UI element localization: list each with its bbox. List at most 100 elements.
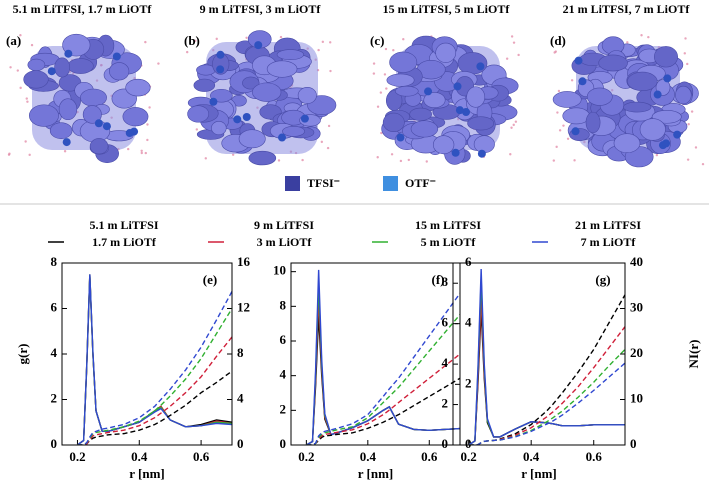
ion-blob [23,70,49,89]
atom [144,151,147,155]
x-axis-label: r [nm] [521,466,557,481]
y-tick-label: 8 [51,254,58,269]
y-tick-label: 0 [51,436,58,451]
atom [517,53,520,57]
atom [701,162,705,166]
otf-blob [62,138,71,147]
otf-blob [64,49,73,58]
atom [686,158,690,161]
atom [379,91,383,94]
otf-blob [424,87,433,96]
ion-blob [248,150,277,166]
rdf-curve [77,274,232,445]
y-tick-label: 4 [442,355,449,370]
y-tick-label: 4 [280,367,287,382]
otf-blob [571,127,580,136]
atom [425,160,428,163]
atom [320,140,324,144]
atom [407,158,411,162]
ni-curve [306,353,460,445]
y2-tick-label: 20 [630,345,643,360]
y2-tick-label: 16 [237,254,251,269]
ion-blob [266,60,298,78]
atom [376,105,380,108]
atom [321,40,325,44]
atom [555,145,558,149]
atom [127,147,130,151]
atom [148,106,151,109]
ion-blob [585,111,601,134]
atom [277,159,281,162]
y-tick-label: 4 [51,345,58,360]
atom [146,138,149,142]
ni-curve [468,326,625,445]
atom [390,153,394,156]
species-swatch [285,176,300,191]
ion-blob [622,101,652,113]
atom [640,34,643,37]
atom [24,140,27,143]
atom [690,110,694,113]
ion-blob [473,135,495,154]
y2-tick-label: 8 [237,345,244,360]
panel-title: 15 m LiTFSI, 5 m LiOTf [383,2,511,16]
ion-blob [613,133,641,154]
ion-blob [423,92,446,109]
y2-tick-label: 4 [237,390,244,405]
otf-blob [300,114,309,123]
panel-label: (d) [550,33,566,48]
y-tick-label: 0 [442,436,449,451]
rdf-curve [468,269,625,445]
y-tick-label: 6 [51,299,58,314]
legend-label: 7 m LiOTf [581,235,637,249]
ion-blob [125,78,151,97]
atom [317,48,320,52]
y2-axis-label: NI(r) [686,340,701,369]
ion-blob [394,85,419,97]
ion-blob [653,46,678,68]
x-tick-label: 0.6 [421,449,438,464]
otf-blob [278,133,287,142]
rdf-curve [306,283,460,445]
atom [687,122,690,126]
otf-blob [453,82,462,91]
otf-blob [663,74,672,83]
x-tick-label: 0.6 [586,449,603,464]
y2-tick-label: 40 [630,254,643,269]
atom [385,87,388,90]
ion-blob [187,105,210,123]
atom [301,158,304,162]
atom [144,40,147,44]
x-tick-label: 0.2 [298,449,314,464]
otf-blob [254,41,263,50]
ion-blob [49,122,73,139]
y-tick-label: 8 [280,297,287,312]
atom [684,37,687,40]
atom [376,156,379,159]
ion-blob [409,107,432,121]
atom [28,153,31,157]
atom [8,152,11,155]
otf-blob [125,129,134,138]
ion-blob [297,86,317,104]
rendering [185,30,337,166]
ion-blob [252,82,282,102]
ion-blob [282,125,305,137]
species-swatch [383,176,398,191]
ion-blob [29,104,59,127]
atom [399,159,403,163]
y-tick-label: 2 [442,396,449,411]
otf-blob [662,139,671,148]
x-tick-label: 0.4 [360,449,377,464]
y2-tick-label: 12 [237,299,250,314]
rdf-curve [468,279,625,445]
ion-blob [586,87,613,106]
panel-label: (e) [203,272,217,287]
y-tick-label: 10 [273,263,286,278]
atom [509,153,512,156]
rendering [7,33,160,164]
y-tick-label: 2 [280,401,287,416]
ion-blob [58,98,78,121]
atom [566,137,570,140]
